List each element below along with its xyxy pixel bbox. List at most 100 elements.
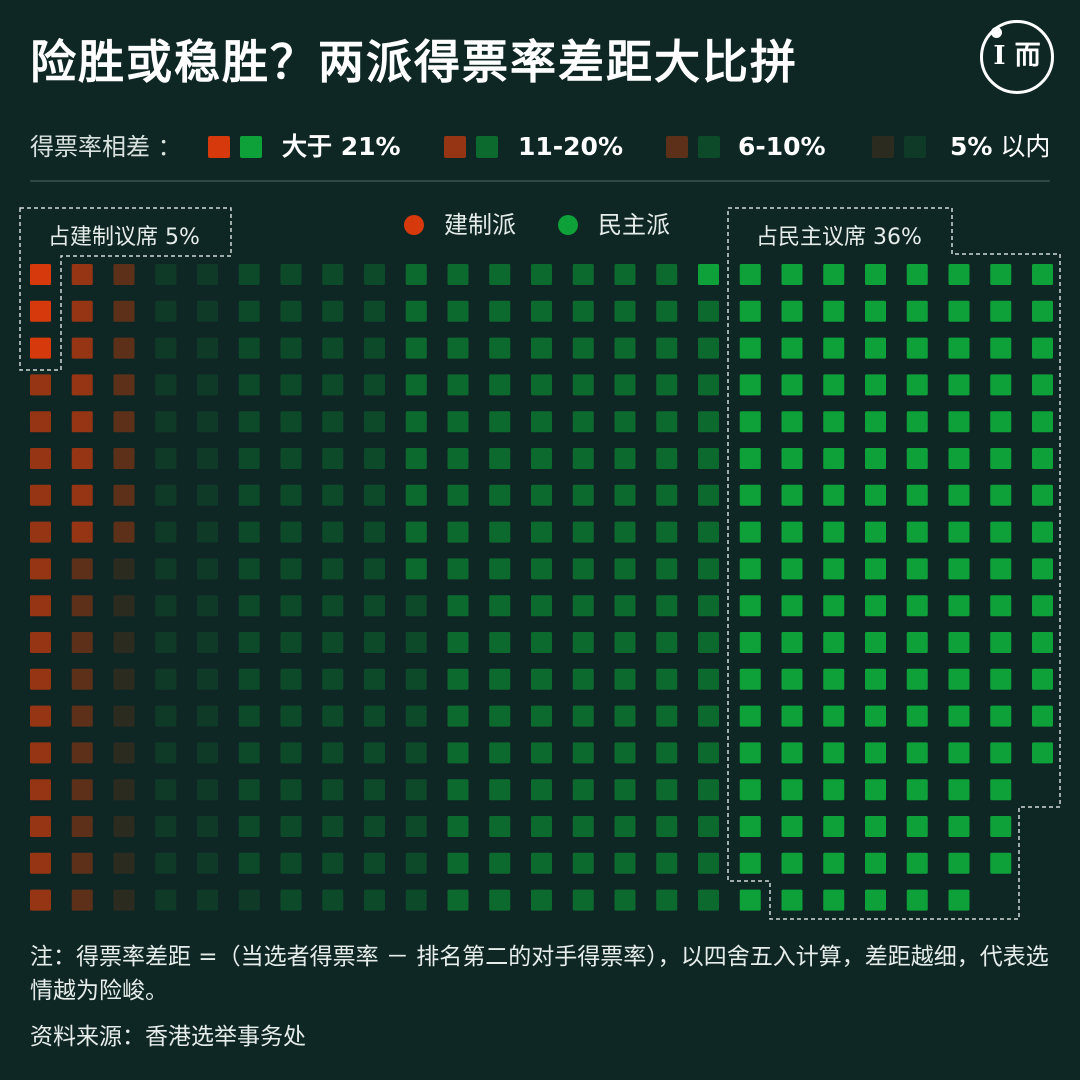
waffle-cell-pro-establishment bbox=[113, 595, 135, 617]
waffle-cell-pro-democracy bbox=[906, 889, 928, 911]
waffle-cell-pro-democracy bbox=[572, 300, 594, 322]
waffle-cell-pro-establishment bbox=[71, 448, 93, 469]
waffle-cell-pro-democracy bbox=[990, 300, 1012, 322]
legend-text: 11-20% bbox=[518, 132, 624, 161]
waffle-cell-pro-democracy bbox=[823, 852, 845, 874]
waffle-cell-pro-establishment bbox=[30, 595, 51, 617]
waffle-cell-pro-democracy bbox=[322, 779, 344, 801]
waffle-cell-pro-establishment bbox=[30, 411, 51, 433]
waffle-cell-pro-democracy bbox=[280, 411, 302, 433]
waffle-cell-pro-democracy bbox=[489, 448, 511, 469]
waffle-cell-pro-democracy bbox=[739, 264, 761, 285]
waffle-cell-pro-establishment bbox=[30, 816, 51, 837]
waffle-cell-pro-establishment bbox=[113, 852, 135, 874]
waffle-cell-pro-democracy bbox=[906, 521, 928, 543]
waffle-cell-pro-democracy bbox=[1032, 337, 1053, 359]
waffle-cell-pro-democracy bbox=[823, 632, 845, 653]
waffle-cell-pro-democracy bbox=[531, 779, 552, 801]
waffle-cell-pro-democracy bbox=[364, 779, 385, 801]
waffle-cell-pro-democracy bbox=[197, 558, 218, 580]
waffle-cell-pro-democracy bbox=[614, 632, 636, 653]
waffle-cell-pro-democracy bbox=[572, 374, 594, 396]
waffle-cell-pro-establishment bbox=[113, 779, 135, 801]
waffle-cell-pro-democracy bbox=[948, 374, 970, 396]
waffle-cell-pro-establishment bbox=[113, 632, 135, 653]
waffle-cell-pro-democracy bbox=[948, 816, 970, 837]
waffle-cell-pro-democracy bbox=[948, 448, 970, 469]
waffle-cell-pro-democracy bbox=[823, 668, 845, 690]
waffle-cell-pro-democracy bbox=[614, 337, 636, 359]
waffle-cell-pro-democracy bbox=[990, 668, 1012, 690]
waffle-cell-pro-democracy bbox=[322, 816, 344, 837]
waffle-cell-pro-establishment bbox=[71, 264, 93, 285]
waffle-cell-pro-democracy bbox=[614, 705, 636, 727]
waffle-cell-pro-democracy bbox=[781, 484, 803, 506]
party-label: 建制派 bbox=[444, 211, 516, 239]
waffle-cell-pro-democracy bbox=[865, 852, 886, 874]
waffle-cell-pro-democracy bbox=[739, 779, 761, 801]
waffle-cell-pro-democracy bbox=[572, 852, 594, 874]
waffle-cell-pro-democracy bbox=[781, 264, 803, 285]
waffle-cell-pro-democracy bbox=[906, 779, 928, 801]
waffle-cell-pro-democracy bbox=[656, 742, 678, 764]
waffle-cell-pro-democracy bbox=[572, 521, 594, 543]
waffle-cell-pro-democracy bbox=[155, 411, 177, 433]
waffle-cell-pro-democracy bbox=[531, 558, 552, 580]
waffle-cell-pro-democracy bbox=[1032, 300, 1053, 322]
waffle-cell-pro-democracy bbox=[364, 595, 385, 617]
waffle-cell-pro-democracy bbox=[572, 448, 594, 469]
waffle-cell-pro-democracy bbox=[197, 852, 218, 874]
waffle-cell-pro-democracy bbox=[197, 705, 218, 727]
waffle-cell-pro-democracy bbox=[364, 448, 385, 469]
waffle-cell-pro-democracy bbox=[155, 632, 177, 653]
waffle-cell-pro-democracy bbox=[823, 337, 845, 359]
waffle-cell-pro-democracy bbox=[489, 816, 511, 837]
legend-swatch-red bbox=[872, 136, 894, 158]
waffle-cell-pro-democracy bbox=[739, 852, 761, 874]
waffle-cell-pro-democracy bbox=[364, 705, 385, 727]
waffle-cell-pro-democracy bbox=[322, 705, 344, 727]
logo[interactable]: I 而 bbox=[980, 20, 1054, 94]
waffle-cell-pro-democracy bbox=[364, 300, 385, 322]
waffle-cell-pro-democracy bbox=[322, 374, 344, 396]
waffle-cell-pro-democracy bbox=[948, 705, 970, 727]
waffle-cell-pro-democracy bbox=[656, 595, 678, 617]
waffle-cell-pro-establishment bbox=[30, 668, 51, 690]
waffle-cell-pro-democracy bbox=[948, 595, 970, 617]
waffle-cell-pro-democracy bbox=[322, 484, 344, 506]
waffle-cell-pro-establishment bbox=[30, 521, 51, 543]
waffle-cell-pro-democracy bbox=[155, 889, 177, 911]
waffle-cell-pro-democracy bbox=[1032, 595, 1053, 617]
waffle-cell-pro-establishment bbox=[71, 411, 93, 433]
waffle-cell-pro-democracy bbox=[280, 852, 302, 874]
waffle-cell-pro-democracy bbox=[531, 521, 552, 543]
callout-outline-pro-establishment bbox=[19, 207, 232, 371]
waffle-cell-pro-democracy bbox=[238, 337, 260, 359]
waffle-cell-pro-democracy bbox=[280, 668, 302, 690]
waffle-cell-pro-democracy bbox=[364, 484, 385, 506]
waffle-cell-pro-democracy bbox=[447, 484, 469, 506]
waffle-cell-pro-democracy bbox=[280, 264, 302, 285]
waffle-cell-pro-democracy bbox=[990, 558, 1012, 580]
waffle-cell-pro-democracy bbox=[572, 779, 594, 801]
waffle-cell-pro-establishment bbox=[30, 448, 51, 469]
waffle-cell-pro-democracy bbox=[447, 779, 469, 801]
waffle-cell-pro-democracy bbox=[572, 668, 594, 690]
waffle-cell-pro-democracy bbox=[656, 484, 678, 506]
waffle-cell-pro-democracy bbox=[865, 705, 886, 727]
waffle-cell-pro-democracy bbox=[364, 816, 385, 837]
waffle-cell-pro-democracy bbox=[948, 852, 970, 874]
waffle-cell-pro-democracy bbox=[698, 595, 719, 617]
waffle-cell-pro-democracy bbox=[405, 374, 427, 396]
waffle-cell-pro-democracy bbox=[489, 852, 511, 874]
waffle-cell-pro-democracy bbox=[865, 411, 886, 433]
waffle-cell-pro-democracy bbox=[322, 264, 344, 285]
waffle-cell-pro-democracy bbox=[990, 705, 1012, 727]
waffle-cell-pro-democracy bbox=[739, 816, 761, 837]
waffle-cell-pro-democracy bbox=[865, 448, 886, 469]
waffle-cell-pro-democracy bbox=[364, 264, 385, 285]
waffle-cell-pro-democracy bbox=[364, 742, 385, 764]
waffle-cell-pro-democracy bbox=[990, 484, 1012, 506]
waffle-cell-pro-democracy bbox=[155, 852, 177, 874]
